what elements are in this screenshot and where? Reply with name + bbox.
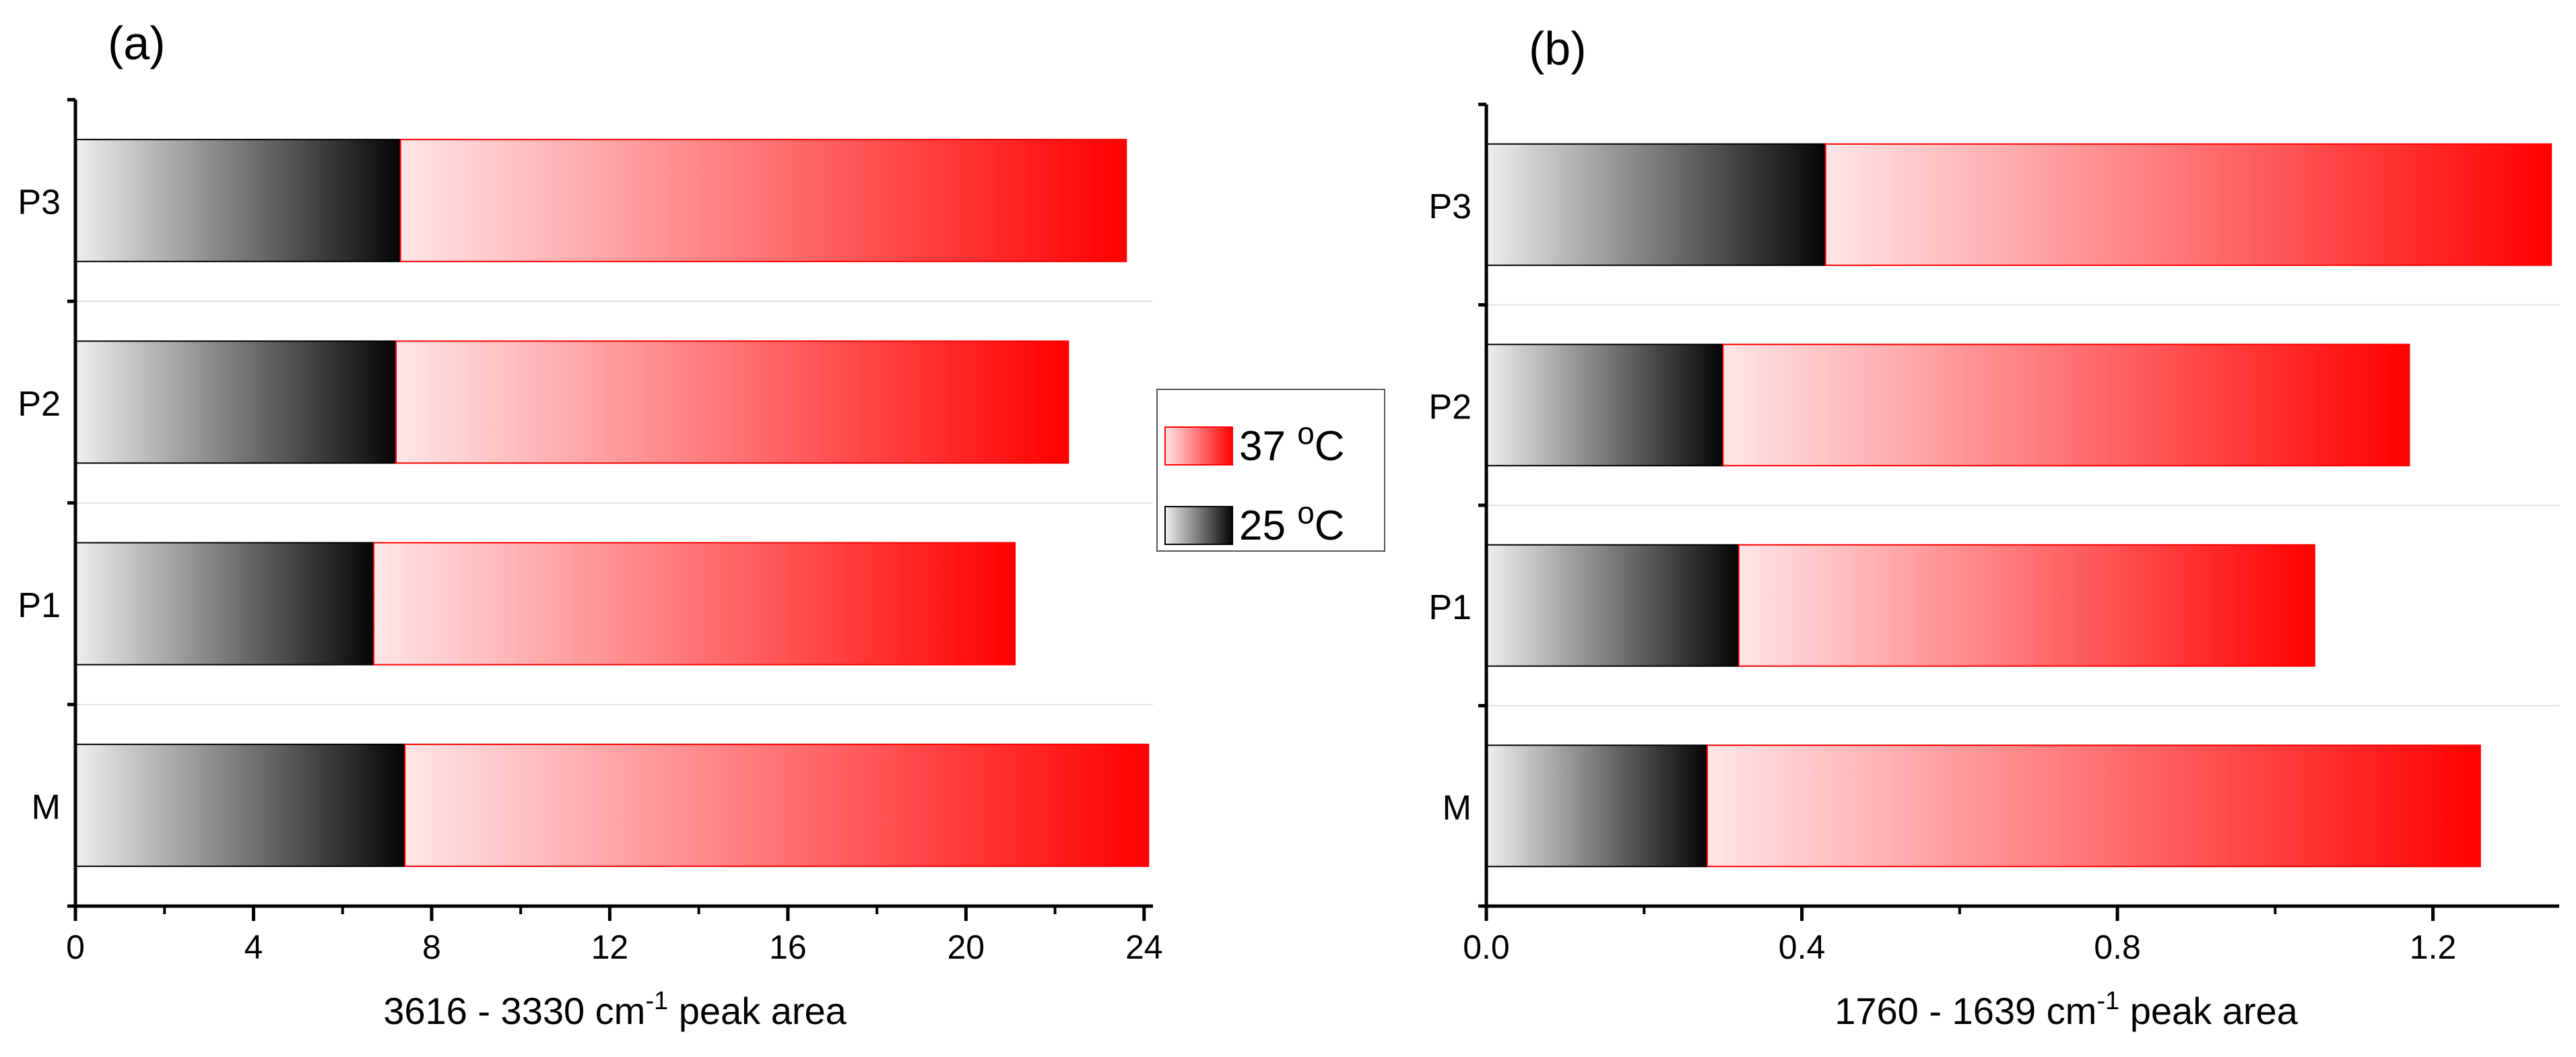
bar-p2-25c (1486, 344, 1724, 467)
x-axis-title: 1760 - 1639 cm-1 peak area (1835, 987, 2298, 1032)
legend-swatch-37c (1164, 426, 1233, 466)
x-tick-label: 0 (66, 928, 85, 966)
x-tick-label: 24 (1125, 928, 1163, 966)
bar-p1-37c (1738, 544, 2315, 667)
bar-p2-25c (75, 340, 397, 464)
legend-label-25c: 25 oC (1239, 495, 1345, 549)
category-label-p3: P3 (1428, 187, 1472, 226)
x-tick-label: 0.4 (1779, 928, 1826, 966)
x-tick-label: 16 (769, 928, 807, 966)
bar-p3-37c (399, 139, 1127, 263)
x-tick-label: 20 (948, 928, 985, 966)
panel-label-b: (b) (1529, 22, 1587, 75)
category-label-p1: P1 (1428, 588, 1472, 627)
bar-p2-37c (395, 340, 1069, 464)
bar-p2-37c (1722, 344, 2410, 467)
bar-m-25c (75, 743, 406, 867)
bar-p3-37c (1824, 143, 2552, 266)
category-label-p2: P2 (18, 385, 61, 424)
category-label-m: M (32, 788, 61, 827)
legend-label-37c: 37 oC (1239, 416, 1345, 470)
x-tick-label: 0.8 (2094, 928, 2141, 966)
x-tick-label: 1.2 (2410, 928, 2457, 966)
bar-p1-25c (75, 542, 374, 666)
x-tick-label: 8 (422, 928, 441, 966)
panel-label-a: (a) (108, 17, 166, 69)
category-label-m: M (1443, 788, 1472, 827)
x-tick-label: 12 (591, 928, 629, 966)
legend: 37 oC 25 oC (1156, 389, 1385, 552)
x-tick-label: 4 (244, 928, 263, 966)
bar-m-37c (1706, 744, 2481, 868)
bar-m-25c (1486, 744, 1708, 868)
bar-p3-25c (1486, 143, 1826, 266)
bar-p1-37c (372, 542, 1016, 666)
x-tick-label: 0.0 (1463, 928, 1510, 966)
bar-m-37c (404, 743, 1150, 867)
chart-panel-a: (a) M P1 P2 P3 0 4 8 12 16 20 24 3616 - 3330 cm-1 pe… (18, 17, 1162, 1032)
legend-swatch-25c (1164, 506, 1233, 545)
category-label-p1: P1 (18, 586, 61, 625)
x-axis-title: 3616 - 3330 cm-1 peak area (383, 987, 847, 1032)
bar-p1-25c (1486, 544, 1740, 667)
category-label-p2: P2 (1428, 387, 1472, 426)
category-label-p3: P3 (18, 183, 61, 222)
bar-p3-25c (75, 139, 401, 263)
chart-panel-b: (b) M P1 P2 P3 0.0 0.4 0.8 1.2 1760 - 1639 cm-1 p… (1428, 22, 2559, 1032)
